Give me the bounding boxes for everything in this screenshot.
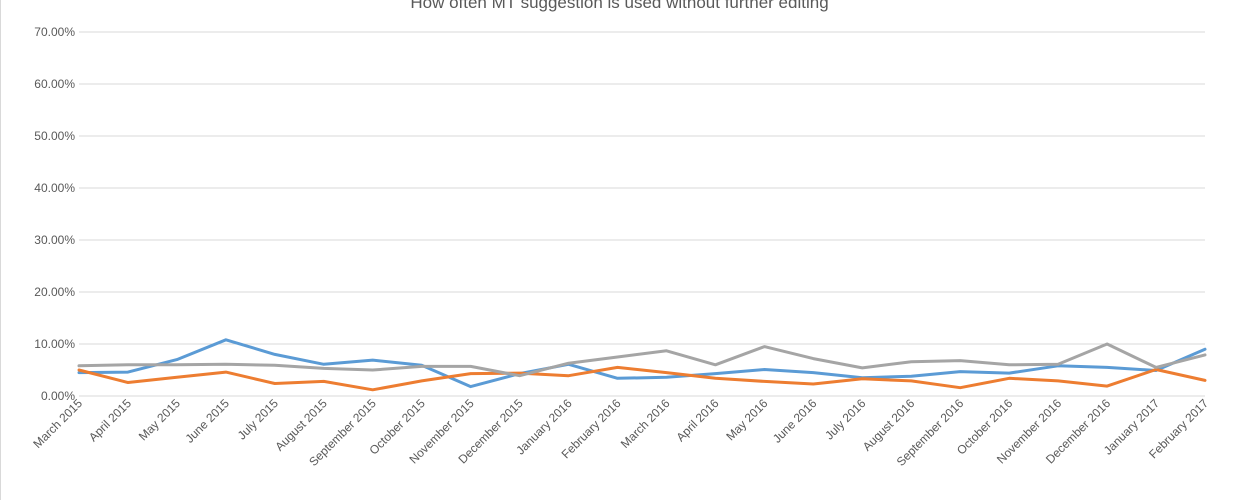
y-tick-label: 50.00% <box>34 129 75 143</box>
x-tick-label: April 2015 <box>86 396 134 444</box>
x-tick-label: April 2016 <box>673 396 721 444</box>
series-lines <box>77 338 1207 392</box>
y-tick-label: 60.00% <box>34 77 75 91</box>
series-line-1 <box>77 338 1207 389</box>
x-tick-label: March 2015 <box>30 396 85 451</box>
x-tick-label: May 2015 <box>136 396 183 443</box>
y-tick-label: 10.00% <box>34 337 75 351</box>
gridlines <box>79 31 1205 397</box>
x-tick-label: June 2015 <box>182 396 232 446</box>
y-tick-label: 0.00% <box>41 389 75 403</box>
x-tick-label: July 2016 <box>822 396 868 442</box>
y-axis-ticks: 0.00% 10.00% 20.00% 30.00% 40.00% 50.00% 60.00… <box>34 25 75 403</box>
x-axis-ticks: March 2015 April 2015 May 2015 June 2015 Jul… <box>30 396 1211 469</box>
x-tick-label: June 2016 <box>770 396 820 446</box>
y-tick-label: 20.00% <box>34 285 75 299</box>
x-tick-label: May 2016 <box>723 396 770 443</box>
x-tick-label: March 2016 <box>618 396 673 451</box>
x-tick-label: July 2015 <box>235 396 281 442</box>
y-tick-label: 70.00% <box>34 25 75 39</box>
series-line-2 <box>77 365 1207 392</box>
y-tick-label: 40.00% <box>34 181 75 195</box>
y-tick-label: 30.00% <box>34 233 75 247</box>
chart-title: How often MT suggestion is used without … <box>410 0 829 12</box>
series-line-3 <box>77 342 1207 378</box>
